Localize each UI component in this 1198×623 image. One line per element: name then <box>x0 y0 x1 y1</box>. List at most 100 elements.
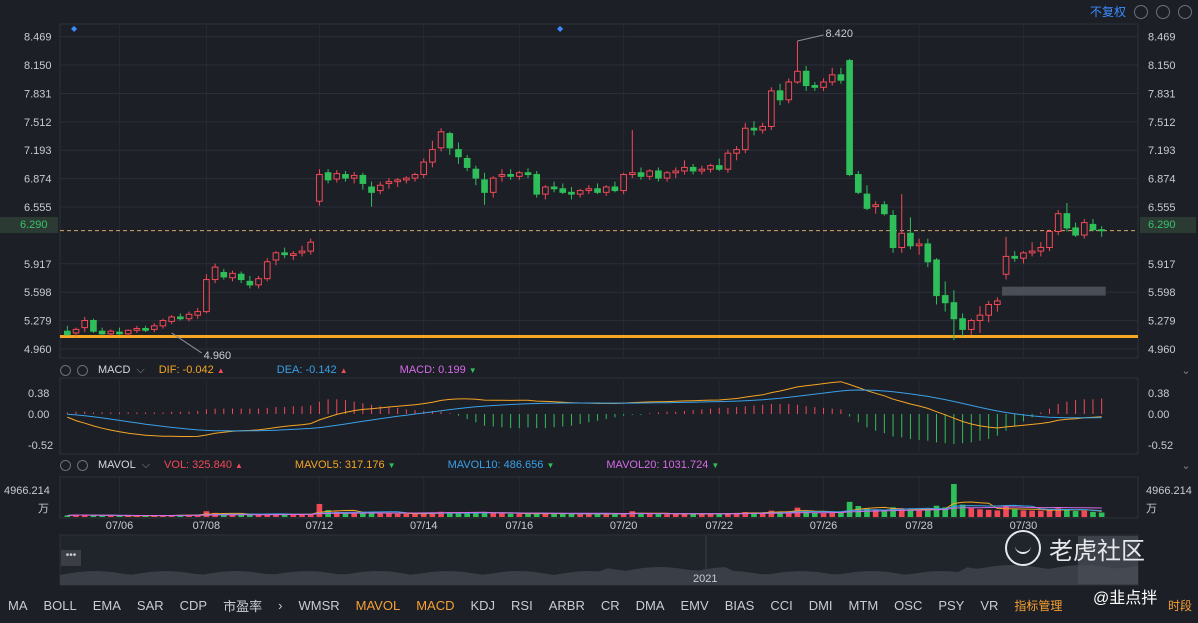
tab-4[interactable]: CDP <box>179 597 208 613</box>
candle-body <box>124 329 132 335</box>
volume-bar <box>403 513 410 517</box>
tab-11[interactable]: RSI <box>511 597 533 613</box>
candle-body <box>820 81 827 88</box>
current-price-tag-left: 6.290 <box>0 217 58 233</box>
candle-body <box>863 193 871 209</box>
tab-15[interactable]: EMV <box>680 597 709 613</box>
tab-22[interactable]: VR <box>980 597 999 613</box>
candle-body <box>559 188 567 193</box>
tab-20[interactable]: OSC <box>894 597 923 613</box>
volume-bar <box>333 511 340 517</box>
tab-13[interactable]: CR <box>600 597 620 613</box>
candle-body <box>150 325 158 330</box>
settings-icon[interactable] <box>1178 4 1192 19</box>
volume-bar <box>551 513 557 517</box>
tab-9[interactable]: MACD <box>416 597 455 613</box>
tab-12[interactable]: ARBR <box>548 597 585 613</box>
macd-indicator-name: MACD <box>98 364 131 376</box>
tab-17[interactable]: CCI <box>770 597 793 613</box>
tab-24[interactable]: 时段 <box>1168 599 1193 613</box>
mavol-header: MAVOL ⌵ VOL: 325.840 ▲ MAVOL5: 317.176 ▼… <box>60 457 765 473</box>
candle-body <box>133 328 141 331</box>
candle-body <box>698 168 706 172</box>
volume-bar <box>951 484 957 517</box>
macd-dropdown-icon[interactable]: ⌵ <box>136 363 145 376</box>
candle-body <box>290 253 297 257</box>
candle-body <box>472 168 480 179</box>
indicator-tabs: MA BOLL EMA SAR CDP 市盈率 › WMSR MAVOL MACD KDJ RSI AR… <box>0 593 1198 617</box>
candle-body <box>281 252 288 256</box>
mavol5-value: MAVOL5: 317.176 ▼ <box>294 459 396 471</box>
macd-tick-right: 0.00 <box>1148 409 1169 421</box>
volume-bar <box>307 513 314 517</box>
volume-bar <box>924 509 931 517</box>
volume-bar <box>872 509 879 517</box>
price-tick-left: 7.831 <box>24 88 52 100</box>
undo-icon[interactable] <box>1134 4 1148 19</box>
tab-8[interactable]: MAVOL <box>355 597 401 613</box>
mavol-dropdown-icon[interactable]: ⌵ <box>141 458 151 471</box>
mavol-vol-value: VOL: 325.840 ▲ <box>164 459 243 471</box>
price-tick-right: 5.279 <box>1148 316 1176 328</box>
tab-14[interactable]: DMA <box>635 597 665 613</box>
volume-bar <box>281 514 288 517</box>
volume-bar <box>412 513 418 517</box>
tab-21[interactable]: PSY <box>938 597 965 613</box>
macd-settings-icon[interactable] <box>60 364 71 376</box>
mavol-collapse-icon[interactable]: ⌄ <box>1181 460 1191 472</box>
volume-bar <box>890 507 896 517</box>
restore-mode-button[interactable]: 不复权 <box>1089 5 1126 19</box>
price-tick-left: 6.874 <box>24 174 52 186</box>
redo-icon[interactable] <box>1156 4 1170 19</box>
volume-bar <box>977 509 983 517</box>
macd-close-icon[interactable] <box>77 364 88 376</box>
candle-body <box>203 279 210 313</box>
tab-1[interactable]: BOLL <box>43 597 77 613</box>
candle-body <box>385 181 393 184</box>
volume-bar <box>1011 509 1018 517</box>
tab-3[interactable]: SAR <box>136 597 164 613</box>
volume-bar <box>838 512 844 517</box>
navigator-handle[interactable]: ••• <box>61 550 81 566</box>
macd-collapse-icon[interactable]: ⌄ <box>1181 365 1191 377</box>
macd-tick-left: 0.00 <box>28 409 49 421</box>
volume-bar <box>420 513 427 517</box>
mavol20-value: MAVOL20: 1031.724 ▼ <box>606 459 720 471</box>
tab-16[interactable]: BIAS <box>724 597 755 613</box>
candle-body <box>542 186 549 195</box>
volume-unit-right: 万 <box>1146 503 1157 515</box>
volume-bar <box>1029 510 1035 517</box>
volume-bar <box>898 508 905 517</box>
tab-7[interactable]: WMSR <box>298 597 340 613</box>
candle-body <box>142 328 149 331</box>
price-tick-left: 5.598 <box>24 287 52 299</box>
tab-0[interactable]: MA <box>8 597 28 613</box>
candle-body <box>524 172 532 176</box>
volume-bar <box>559 513 566 517</box>
volume-bar <box>707 513 714 517</box>
tab-2[interactable]: EMA <box>92 597 121 613</box>
tab-5[interactable]: 市盈率 <box>223 598 263 614</box>
candle-body <box>446 133 454 149</box>
volume-bar <box>238 514 245 517</box>
mavol-indicator-name: MAVOL <box>98 459 136 471</box>
volume-bar <box>481 512 488 517</box>
mavol-settings-icon[interactable] <box>60 459 71 471</box>
candle-body <box>237 273 245 281</box>
volume-bar <box>1081 510 1088 517</box>
candle-body <box>1054 213 1062 232</box>
tab-18[interactable]: DMI <box>808 597 833 613</box>
mavol-close-icon[interactable] <box>77 459 88 471</box>
volume-bar <box>751 512 757 517</box>
date-label: 07/26 <box>810 520 838 532</box>
volume-bar <box>299 514 305 517</box>
tab-10[interactable]: KDJ <box>470 597 496 613</box>
volume-bar <box>742 512 749 517</box>
volume-bar <box>73 514 79 517</box>
tab-6[interactable]: › <box>278 597 283 613</box>
date-label: 07/28 <box>905 520 933 532</box>
tab-23[interactable]: 指标管理 <box>1014 598 1063 613</box>
volume-bar <box>64 515 71 517</box>
tab-19[interactable]: MTM <box>848 597 879 613</box>
